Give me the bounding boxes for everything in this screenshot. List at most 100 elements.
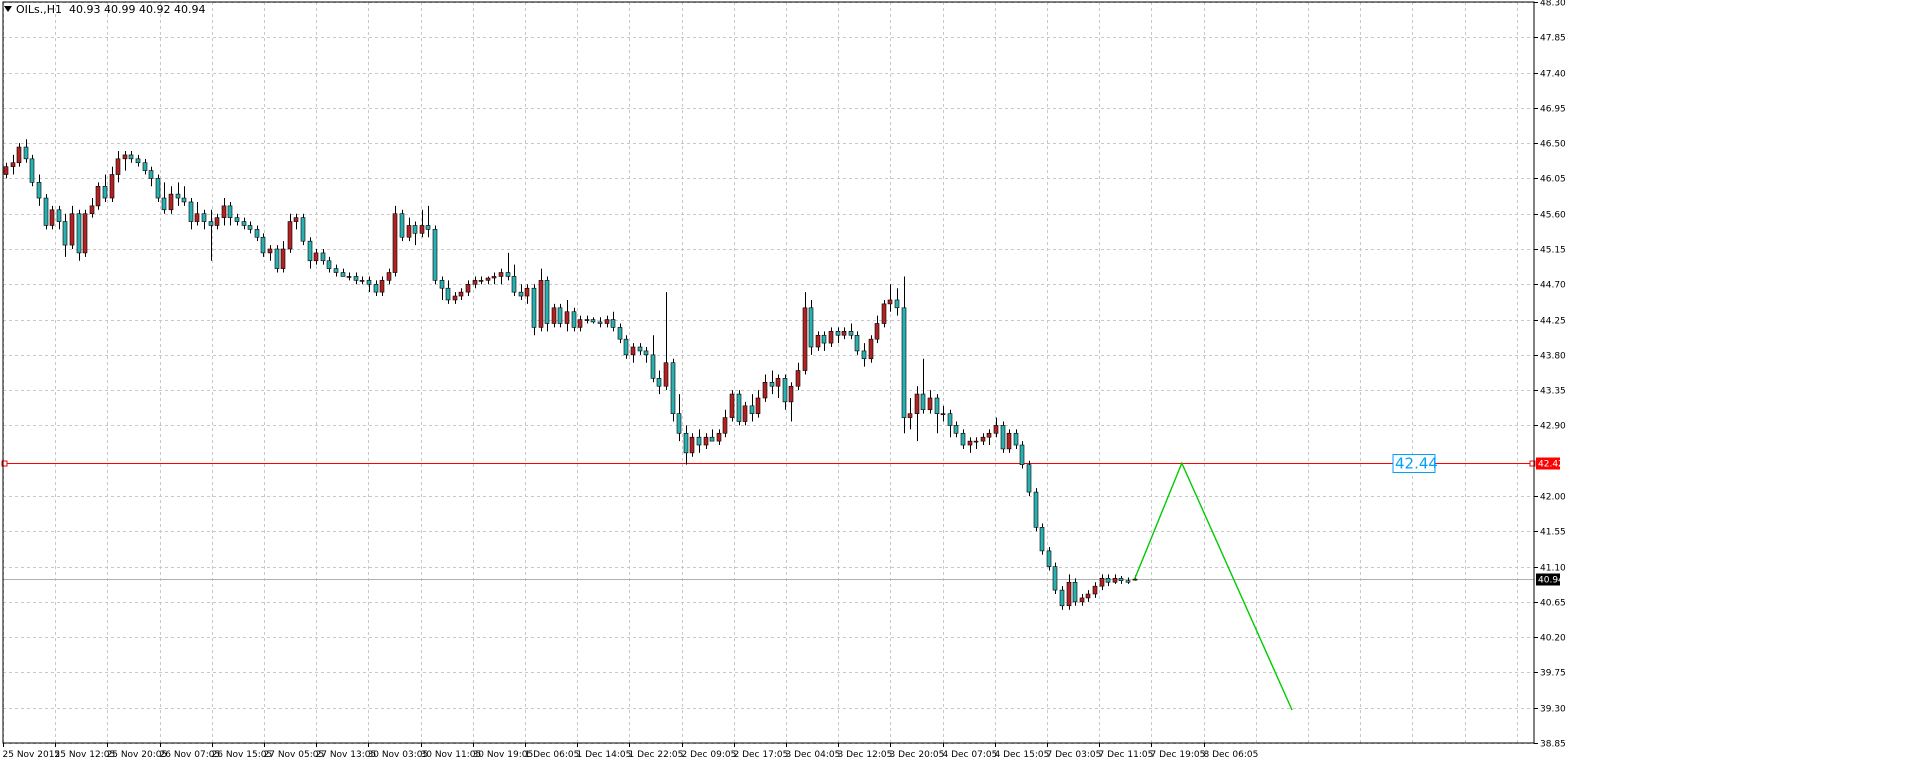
candle-body [36,182,42,199]
candle-body [478,280,484,282]
projection-line[interactable]: 42.44 [1133,454,1438,711]
x-tick-label: 30 Nov 03:05 [368,750,429,760]
candle-body [518,291,524,297]
candle-body [69,213,75,246]
x-tick-label: 1 Dec 22:05 [629,750,684,760]
x-tick-label: 27 Nov 05:05 [264,750,325,760]
candle-body [986,432,992,438]
candle-body [201,213,207,222]
candle-body [617,327,623,340]
candle-body [161,197,167,211]
candle-body [901,307,907,418]
x-tick-label: 25 Nov 12:05 [55,750,116,760]
candle-body [386,272,392,281]
candle-body [1072,581,1078,603]
candle-body [1039,527,1045,552]
x-tick-label: 25 Nov 20:05 [107,750,168,760]
candle-body [630,346,636,356]
candle-body [89,205,95,215]
candle-body [406,225,412,238]
candle-body [43,197,49,226]
candle-body [854,334,860,352]
grid [3,2,1534,744]
candle-body [62,221,68,246]
candle-body [841,331,847,336]
candle-body [795,370,801,387]
candle-body [1059,589,1065,607]
candle-body [188,201,194,222]
candle-body [234,217,240,222]
current-price-line: 40.94 [3,573,1564,586]
candle-body [802,307,808,371]
candle-body [940,413,946,415]
candle-body [762,382,768,399]
candle-body [1112,578,1118,583]
candle-body [155,178,161,199]
candle-body [564,311,570,324]
candle-body [142,162,148,171]
y-tick-label: 46.05 [1540,175,1566,185]
y-tick-label: 46.50 [1540,140,1566,150]
y-tick-label: 44.70 [1540,281,1566,291]
candle-body [399,213,405,238]
candle-body [194,213,200,222]
support-level-line[interactable]: 42.42 [1,457,1564,470]
candle-body [703,436,709,446]
candle-body [551,307,557,324]
candle-body [815,334,821,348]
candle-body [696,436,702,446]
level-price-tag [1536,457,1560,470]
dropdown-triangle-icon[interactable] [4,6,12,12]
candle-body [643,350,649,356]
candle-body [894,299,900,309]
candle-body [1079,597,1085,603]
candle-body [716,432,722,442]
candle-body [346,276,352,278]
candle-body [828,331,834,344]
candle-body [214,217,220,226]
y-tick-label: 47.40 [1540,70,1566,80]
x-tick-label: 2 Dec 17:05 [734,750,789,760]
candle-body [604,319,610,324]
candle-body [392,213,398,273]
candle-body [472,280,478,285]
candle-body [920,393,926,411]
x-tick-label: 27 Nov 13:05 [316,750,377,760]
candle-body [168,193,174,211]
candle-body [788,385,794,403]
candle-body [927,397,933,411]
candle-body [742,405,748,422]
y-tick-label: 42.00 [1540,493,1566,503]
y-tick-label: 41.55 [1540,528,1566,538]
candle-body [10,162,16,167]
candle-body [122,154,128,160]
candle-body [1019,444,1025,465]
candle-body [709,436,715,442]
candle-body [491,276,497,279]
candle-body [29,158,35,183]
candle-body [485,277,491,281]
candle-body [782,378,788,403]
candle-body [584,319,590,321]
candle-body [227,205,233,218]
candle-body [973,440,979,443]
projection-path [1133,461,1293,711]
y-tick-label: 40.65 [1540,599,1566,609]
candle-body [656,378,662,387]
y-tick-label: 43.35 [1540,387,1566,397]
candle-body [623,338,629,356]
x-tick-label: 3 Dec 12:05 [838,750,893,760]
candle-body [881,303,887,324]
candle-body [755,397,761,414]
chart-header: OILs.,H1 40.93 40.99 40.92 40.94 [4,3,205,16]
y-tick-label: 38.85 [1540,740,1566,750]
candle-body [241,221,247,226]
candle-body [56,209,62,222]
candle-body [373,283,379,293]
candle-body [128,154,134,160]
candle-body [135,158,141,164]
x-tick-label: 30 Nov 19:05 [473,750,534,760]
x-tick-label: 2 Dec 09:05 [682,750,737,760]
